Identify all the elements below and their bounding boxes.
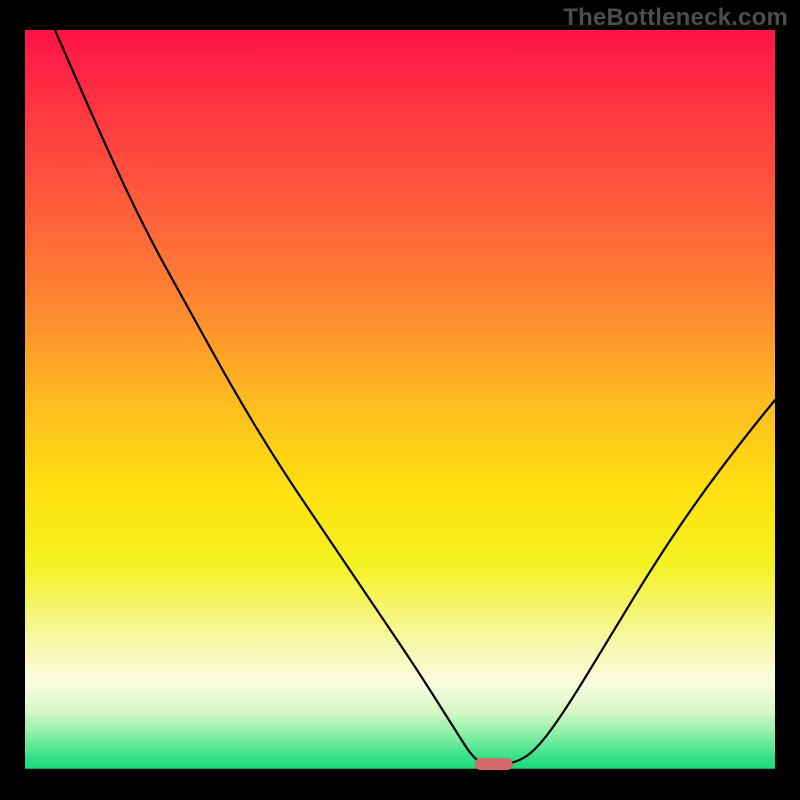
chart-frame: TheBottleneck.com <box>0 0 800 800</box>
bottleneck-chart <box>0 0 800 800</box>
plot-background <box>25 30 775 770</box>
watermark-text: TheBottleneck.com <box>563 4 788 32</box>
optimum-marker[interactable] <box>475 758 513 770</box>
